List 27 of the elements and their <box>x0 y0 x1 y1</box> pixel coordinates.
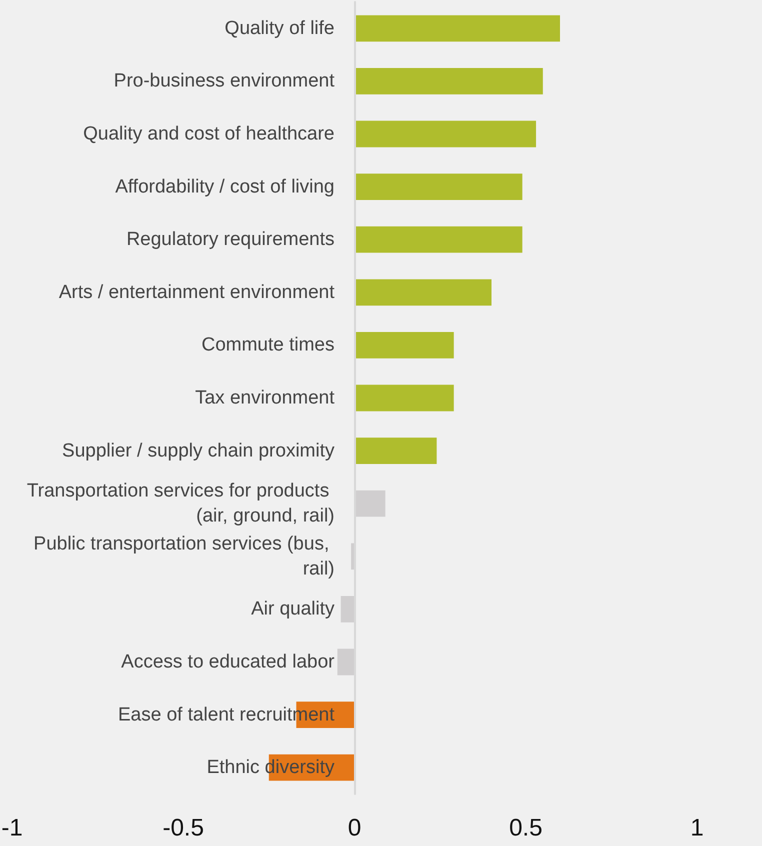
x-tick-label: -1 <box>1 814 23 842</box>
bar <box>354 384 454 412</box>
x-tick-label: 0.5 <box>509 814 542 842</box>
y-tick-label: Regulatory requirements <box>126 229 334 250</box>
y-tick-label: Pro-business environment <box>114 70 336 92</box>
y-tick-label: Public transportation services (bus, rail) <box>34 533 334 580</box>
bar <box>354 68 543 94</box>
y-tick-label: Air quality <box>251 598 335 620</box>
bar <box>354 226 522 253</box>
bar <box>354 332 454 358</box>
y-tick-label: Tax environment <box>195 388 336 408</box>
y-tick-label: Transportation services for products (air, ground, rail) <box>26 480 334 527</box>
y-tick-label: Supplier / supply chain proximity <box>62 440 335 462</box>
y-tick-label: Quality and cost of healthcare <box>83 124 334 144</box>
bar <box>354 279 492 306</box>
x-tick-label: 1 <box>690 814 704 842</box>
y-tick-label: Commute times <box>201 334 334 356</box>
bar <box>354 15 560 42</box>
y-tick-label: Quality of life <box>224 18 334 39</box>
bar <box>354 174 522 200</box>
y-tick-label: Arts / entertainment environment <box>58 282 336 303</box>
x-tick-label: -0.5 <box>162 814 204 842</box>
x-tick-label: 0 <box>348 814 362 842</box>
y-tick-label: Affordability / cost of living <box>115 176 334 198</box>
bar <box>354 438 437 464</box>
y-tick-label: Access to educated labor <box>121 652 336 672</box>
bar <box>354 120 536 148</box>
